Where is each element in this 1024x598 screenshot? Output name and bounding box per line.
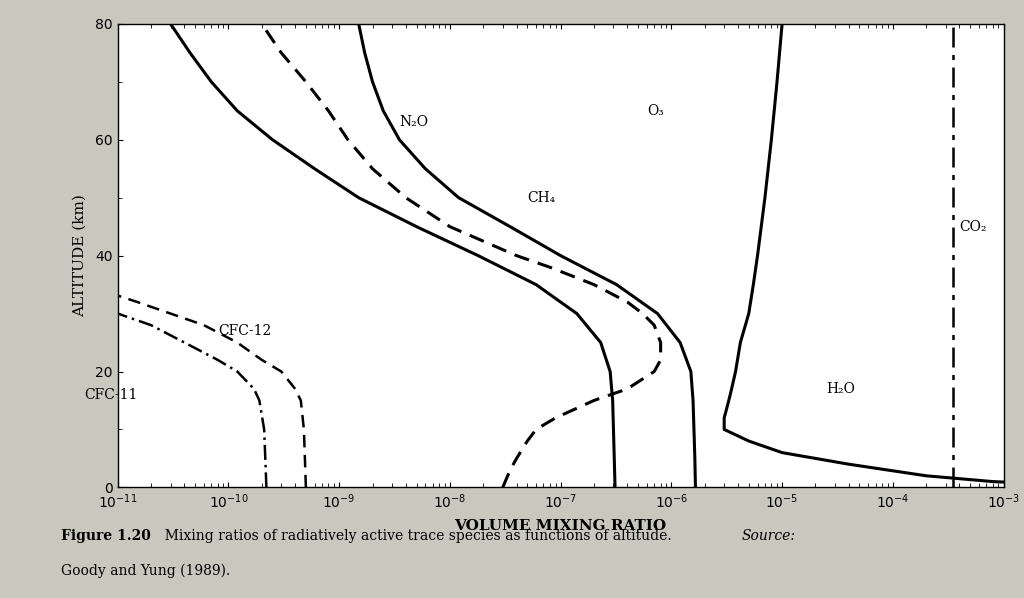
Text: CH₄: CH₄ bbox=[527, 191, 555, 205]
Text: N₂O: N₂O bbox=[399, 115, 428, 129]
Text: CFC-11: CFC-11 bbox=[84, 388, 138, 402]
Text: O₃: O₃ bbox=[647, 104, 664, 118]
Text: H₂O: H₂O bbox=[826, 382, 855, 396]
Text: Figure 1.20: Figure 1.20 bbox=[61, 529, 152, 543]
Y-axis label: ALTITUDE (km): ALTITUDE (km) bbox=[73, 194, 87, 317]
Text: Goody and Yung (1989).: Goody and Yung (1989). bbox=[61, 564, 230, 578]
Text: Source:: Source: bbox=[741, 529, 796, 543]
Text: CFC-12: CFC-12 bbox=[218, 324, 271, 338]
Text: Mixing ratios of radiatively active trace species as functions of altitude.: Mixing ratios of radiatively active trac… bbox=[156, 529, 676, 543]
X-axis label: VOLUME MIXING RATIO: VOLUME MIXING RATIO bbox=[455, 519, 667, 533]
Text: CO₂: CO₂ bbox=[959, 219, 987, 234]
